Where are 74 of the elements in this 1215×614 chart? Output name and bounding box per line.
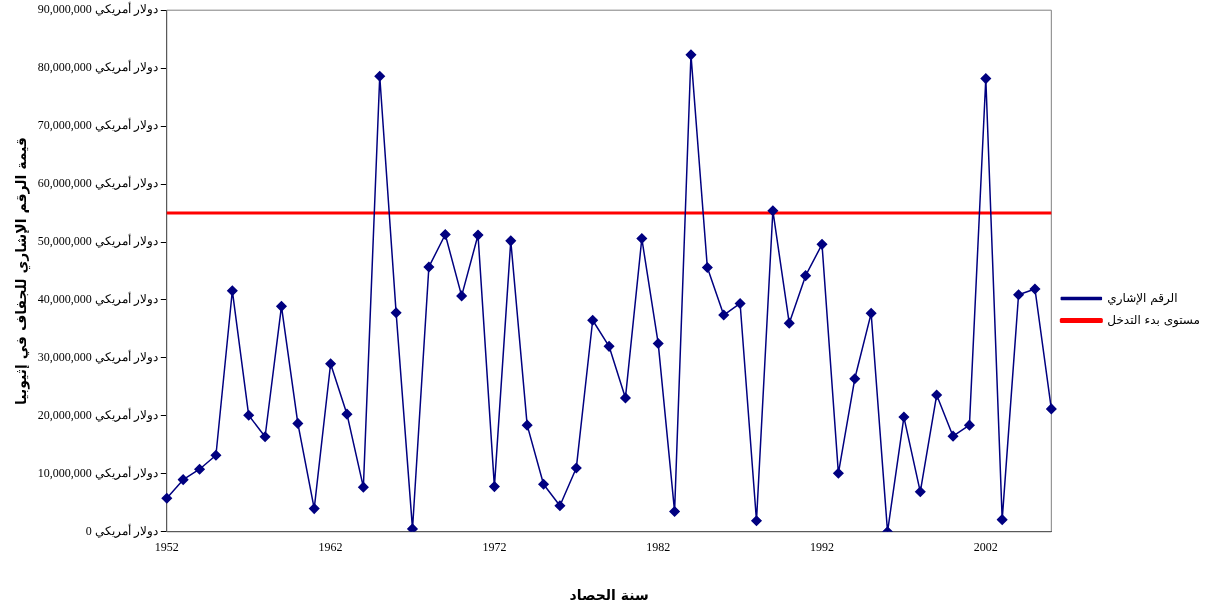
point <box>505 235 517 247</box>
point <box>161 492 173 504</box>
point <box>587 315 598 326</box>
point <box>440 229 451 240</box>
point <box>964 419 975 431</box>
point <box>603 341 615 352</box>
y-tick-label: 20,000,000 دولار أمريكي <box>37 407 158 423</box>
x-tick-label: 1972 <box>482 540 507 555</box>
x-tick-label: 2002 <box>973 540 998 555</box>
point <box>652 338 664 349</box>
x-axis-title: سنة الحصاد <box>569 587 649 604</box>
point <box>702 262 713 273</box>
point <box>865 308 877 319</box>
legend-label: الرقم الإشاري <box>1107 290 1178 306</box>
point <box>1046 403 1057 415</box>
point <box>1013 289 1024 301</box>
point <box>718 309 729 321</box>
point <box>472 229 484 241</box>
point <box>308 503 320 514</box>
point <box>947 430 959 442</box>
point <box>341 408 353 420</box>
point <box>915 486 926 498</box>
point <box>456 290 467 302</box>
y-tick-label: 90,000,000 دولار أمريكي <box>37 1 158 17</box>
y-tick-label: 50,000,000 دولار أمريكي <box>37 233 158 249</box>
point <box>767 205 779 216</box>
x-tick-label: 1952 <box>154 540 179 555</box>
point <box>292 418 304 429</box>
point <box>1029 283 1041 295</box>
x-tick-label: 1992 <box>810 540 835 555</box>
y-tick-label: 30,000,000 دولار أمريكي <box>37 349 158 365</box>
point <box>669 506 680 517</box>
point <box>996 514 1008 525</box>
point <box>734 298 746 309</box>
point <box>800 270 811 281</box>
legend-label: مستوى بدء التدخل <box>1107 312 1200 328</box>
point <box>390 307 402 318</box>
point <box>849 373 861 385</box>
y-tick-label: 10,000,000 دولار أمريكي <box>37 465 158 480</box>
y-tick-label: 0 دولار أمريكي <box>85 522 158 538</box>
point <box>407 523 418 532</box>
x-tick-label: 1962 <box>318 540 343 555</box>
point <box>538 479 549 490</box>
point <box>571 462 582 474</box>
point <box>259 431 271 442</box>
point <box>276 301 287 312</box>
point <box>833 468 844 479</box>
point <box>898 411 910 423</box>
point <box>194 463 205 475</box>
point <box>784 317 795 329</box>
y-axis-title: قيمة الرقم الإشاري للجفاف في إثيوبيا <box>13 137 32 405</box>
y-tick-label: 80,000,000 دولار أمريكي <box>37 59 158 75</box>
y-tick-label: 60,000,000 دولار أمريكي <box>37 175 158 191</box>
point <box>980 73 992 84</box>
point <box>325 358 336 369</box>
point <box>177 474 189 485</box>
y-tick-label: 70,000,000 دولار أمريكي <box>37 117 158 133</box>
point <box>751 515 762 527</box>
point <box>636 233 648 244</box>
point <box>374 71 385 82</box>
x-tick-label: 1982 <box>646 540 671 555</box>
point <box>620 392 631 404</box>
point <box>423 261 435 273</box>
point <box>489 481 500 492</box>
point <box>227 285 238 296</box>
point <box>358 481 369 493</box>
point <box>931 389 942 401</box>
point <box>554 500 566 511</box>
point <box>521 419 533 431</box>
point <box>243 410 254 421</box>
point <box>210 450 222 461</box>
y-tick-label: 40,000,000 دولار أمريكي <box>37 291 158 307</box>
point <box>685 49 697 61</box>
point <box>816 239 828 250</box>
